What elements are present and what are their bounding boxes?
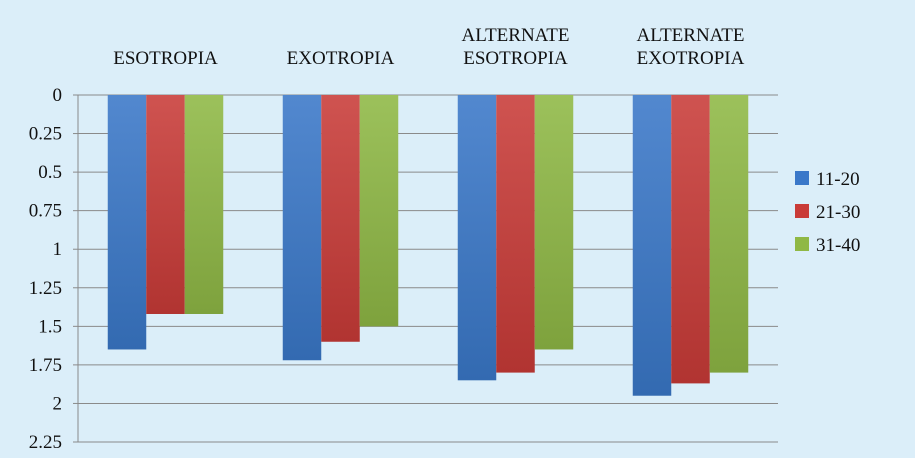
bar-11-20-cat-0 [108, 95, 147, 349]
y-tick-label: 1.5 [38, 316, 62, 337]
y-tick-label: 0.25 [29, 124, 62, 145]
y-tick-label: 1 [53, 239, 63, 260]
bars [108, 95, 749, 396]
legend: 11-20 21-30 31-40 [795, 169, 860, 256]
bar-21-30-cat-0 [146, 95, 185, 314]
legend-label: 31-40 [816, 235, 860, 256]
legend-label: 11-20 [816, 169, 860, 190]
bar-21-30-cat-2 [496, 95, 535, 373]
y-tick-label: 2.25 [29, 432, 62, 453]
bar-21-30-cat-3 [671, 95, 710, 383]
bar-31-40-cat-0 [185, 95, 224, 314]
category-label: ALTERNATE ESOTROPIA [461, 25, 569, 69]
y-tick-label: 1.25 [29, 278, 62, 299]
bar-11-20-cat-2 [458, 95, 497, 380]
bar-11-20-cat-3 [633, 95, 672, 396]
bar-11-20-cat-1 [283, 95, 322, 360]
bar-31-40-cat-1 [360, 95, 399, 326]
category-label: ALTERNATE EXOTROPIA [636, 25, 744, 69]
bar-21-30-cat-1 [321, 95, 360, 342]
y-tick-label: 1.75 [29, 355, 62, 376]
category-labels: ESOTROPIA EXOTROPIA ALTERNATE ESOTROPIA ALTE… [113, 25, 744, 69]
legend-label: 21-30 [816, 202, 860, 223]
bar-31-40-cat-3 [710, 95, 749, 373]
axes: 0 0.25 0.5 0.75 1 1.25 1.5 1.75 2 2.25 [29, 85, 78, 453]
legend-swatch [795, 171, 809, 185]
y-tick-label: 0 [53, 85, 63, 106]
y-tick-label: 0.5 [38, 162, 62, 183]
legend-swatch [795, 237, 809, 251]
bar-31-40-cat-2 [535, 95, 574, 349]
legend-swatch [795, 204, 809, 218]
category-label: ESOTROPIA [113, 48, 218, 69]
y-tick-label: 0.75 [29, 201, 62, 222]
category-label: EXOTROPIA [287, 48, 395, 69]
y-tick-label: 2 [53, 393, 63, 414]
